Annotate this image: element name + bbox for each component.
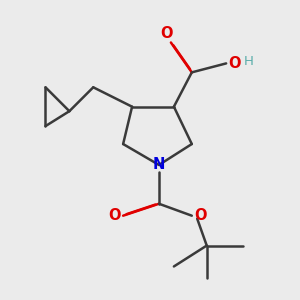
Text: H: H bbox=[244, 56, 254, 68]
Text: O: O bbox=[160, 26, 173, 41]
Text: N: N bbox=[153, 158, 165, 172]
Text: O: O bbox=[194, 208, 206, 223]
Text: O: O bbox=[109, 208, 121, 223]
Text: O: O bbox=[228, 56, 241, 71]
